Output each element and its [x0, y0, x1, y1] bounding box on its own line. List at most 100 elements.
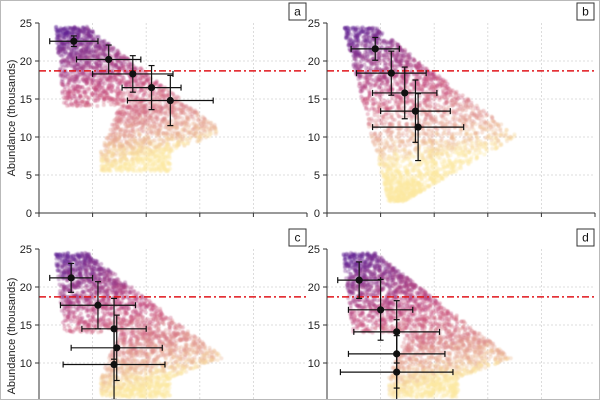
- cloud-point: [135, 123, 139, 127]
- cloud-point: [386, 182, 390, 186]
- cloud-point: [424, 115, 428, 119]
- cloud-point: [104, 66, 108, 70]
- cloud-point: [162, 133, 166, 137]
- cloud-point: [441, 164, 445, 168]
- cloud-point: [122, 167, 126, 171]
- cloud-point: [119, 78, 123, 82]
- cloud-point: [133, 145, 137, 149]
- cloud-point: [367, 89, 371, 93]
- y-tick-label: 15: [20, 94, 32, 106]
- cloud-point: [87, 28, 91, 32]
- cloud-point: [61, 57, 65, 61]
- cloud-point: [167, 163, 171, 167]
- cloud-point: [157, 166, 161, 170]
- cloud-point: [113, 153, 117, 157]
- cloud-point: [89, 34, 93, 38]
- cloud-b: [343, 25, 517, 203]
- cloud-point: [180, 128, 184, 132]
- cloud-point: [482, 122, 486, 126]
- cloud-point: [127, 119, 131, 123]
- cloud-point: [75, 51, 79, 55]
- cloud-point: [187, 139, 191, 143]
- cloud-point: [55, 37, 59, 41]
- cloud-point: [104, 166, 108, 170]
- cloud-point: [163, 94, 167, 98]
- cloud-point: [61, 31, 65, 35]
- cloud-point: [69, 90, 73, 94]
- cloud-point: [138, 137, 142, 141]
- cloud-point: [134, 79, 138, 83]
- cloud-point: [90, 93, 94, 97]
- cloud-point: [187, 132, 191, 136]
- cloud-point: [170, 134, 174, 138]
- cloud-point: [77, 88, 81, 92]
- cloud-point: [187, 125, 191, 129]
- cloud-point: [143, 104, 147, 108]
- cloud-point: [151, 124, 155, 128]
- cloud-point: [136, 141, 140, 145]
- cloud-point: [124, 62, 128, 66]
- cloud-point: [477, 146, 481, 150]
- cloud-point: [445, 101, 449, 105]
- cloud-point: [125, 141, 129, 145]
- cloud-point: [64, 96, 68, 100]
- cloud-point: [477, 151, 481, 155]
- cloud-point: [438, 98, 442, 102]
- cloud-point: [138, 166, 142, 170]
- cloud-point: [154, 109, 158, 113]
- cloud-point: [100, 155, 104, 159]
- cloud-point: [404, 155, 408, 159]
- cloud-point: [141, 118, 145, 122]
- cloud-point: [417, 82, 421, 86]
- cloud-point: [67, 103, 71, 107]
- cloud-point: [405, 170, 409, 174]
- cloud-point: [110, 162, 114, 166]
- cloud-point: [425, 172, 429, 176]
- cloud-point: [107, 143, 111, 147]
- cloud-point: [387, 135, 391, 139]
- cloud-point: [81, 27, 85, 31]
- cloud-point: [192, 117, 196, 121]
- cloud-point: [108, 98, 112, 102]
- cloud-point: [379, 90, 383, 94]
- cloud-point: [84, 78, 88, 82]
- cloud-point: [425, 99, 429, 103]
- cloud-point: [166, 91, 170, 95]
- cloud-point: [179, 111, 183, 115]
- data-point: [105, 56, 112, 63]
- cloud-point: [155, 102, 159, 106]
- cloud-point: [173, 115, 177, 119]
- cloud-point: [171, 138, 175, 142]
- cloud-point: [165, 144, 169, 148]
- cloud-point: [71, 103, 75, 107]
- cloud-point: [134, 95, 138, 99]
- cloud-point: [380, 168, 384, 172]
- cloud-point: [93, 87, 97, 91]
- cloud-point: [156, 159, 160, 163]
- cloud-point: [389, 39, 393, 43]
- cloud-point: [200, 124, 204, 128]
- cloud-point: [378, 61, 382, 65]
- cloud-point: [109, 103, 113, 107]
- cloud-point: [161, 162, 165, 166]
- cloud-point: [79, 48, 83, 52]
- cloud-point: [60, 82, 64, 86]
- cloud-point: [382, 152, 386, 156]
- cloud-point: [130, 157, 134, 161]
- cloud-point: [55, 33, 59, 37]
- cloud-point: [462, 136, 466, 140]
- cloud-point: [112, 54, 116, 58]
- cloud-point: [104, 91, 108, 95]
- panel-label-a: a: [294, 5, 301, 19]
- cloud-point: [154, 117, 158, 121]
- cloud-point: [386, 116, 390, 120]
- cloud-point: [116, 92, 120, 96]
- cloud-point: [405, 133, 409, 137]
- cloud-point: [72, 59, 76, 63]
- cloud-point: [86, 42, 90, 46]
- cloud-point: [158, 95, 162, 99]
